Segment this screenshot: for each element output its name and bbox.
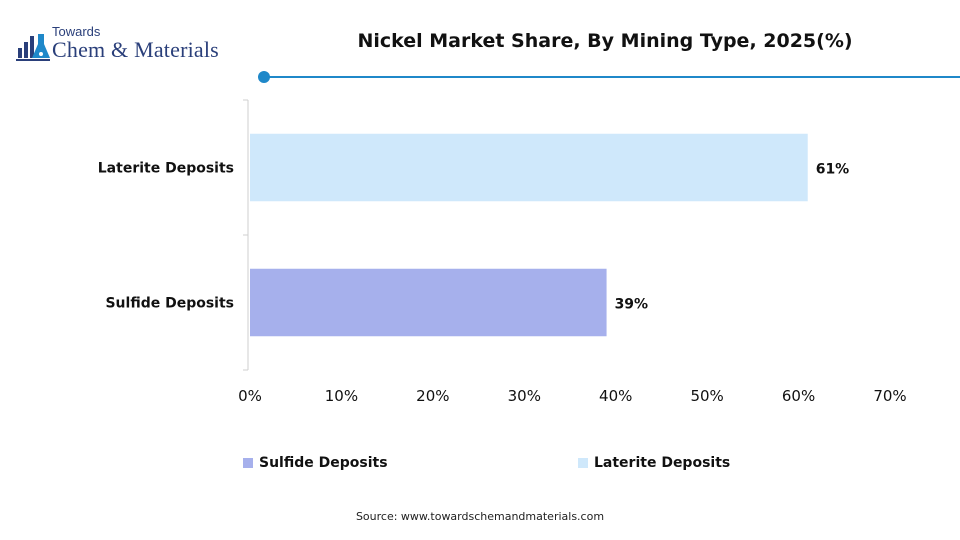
legend-item-sulfide: Sulfide Deposits — [243, 455, 388, 471]
legend-swatch-laterite — [578, 458, 588, 468]
source-note: Source: www.towardschemandmaterials.com — [355, 510, 605, 523]
legend-label-laterite: Laterite Deposits — [594, 455, 731, 471]
data-label: 39% — [615, 297, 649, 313]
brand-name: Chem & Materials — [52, 37, 219, 62]
x-tick-label: 40% — [599, 387, 632, 405]
bar-sulfide-deposits — [250, 268, 607, 337]
x-tick-label: 50% — [690, 387, 723, 405]
x-tick-label: 30% — [508, 387, 541, 405]
category-label: Sulfide Deposits — [105, 296, 234, 312]
legend: Sulfide Deposits Laterite Deposits — [0, 455, 960, 475]
category-label: Laterite Deposits — [98, 161, 234, 177]
brand-logo: Towards Chem & Materials — [14, 24, 254, 68]
x-tick-label: 20% — [416, 387, 449, 405]
title-divider — [264, 76, 960, 78]
x-tick-label: 10% — [325, 387, 358, 405]
legend-item-laterite: Laterite Deposits — [578, 455, 730, 471]
data-label: 61% — [816, 162, 850, 178]
divider-dot — [258, 71, 270, 83]
brand-small-text: Towards — [52, 24, 101, 39]
chart-title: Nickel Market Share, By Mining Type, 202… — [357, 30, 853, 52]
x-tick-label: 70% — [873, 387, 906, 405]
x-tick-label: 60% — [782, 387, 815, 405]
bar-laterite-deposits — [250, 133, 808, 202]
flask-logo-icon — [16, 34, 50, 61]
legend-swatch-sulfide — [243, 458, 253, 468]
x-tick-label: 0% — [238, 387, 262, 405]
legend-label-sulfide: Sulfide Deposits — [259, 455, 388, 471]
